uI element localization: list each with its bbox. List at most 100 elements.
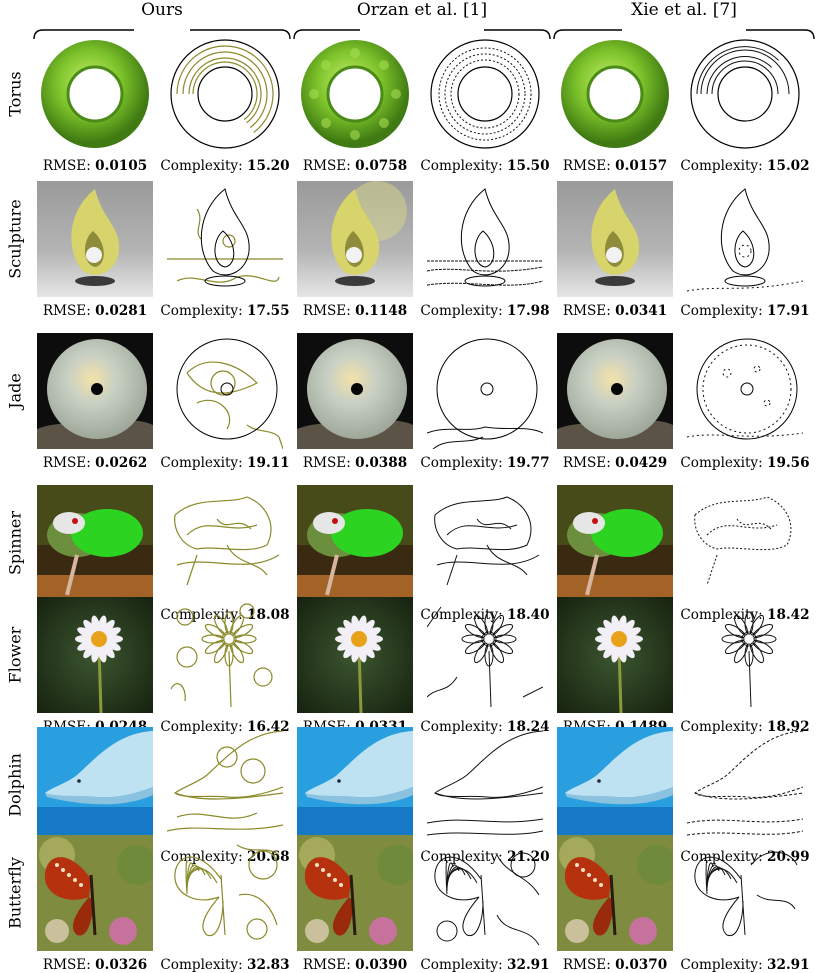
rmse-value: RMSE: 0.0390 bbox=[290, 957, 420, 973]
complexity-number: 20.99 bbox=[767, 849, 810, 865]
result-image bbox=[37, 835, 153, 951]
brace-icon bbox=[293, 29, 551, 40]
result-image bbox=[37, 485, 153, 601]
rmse-label: RMSE: bbox=[562, 455, 611, 471]
method-header: Orzan et al. [1] bbox=[293, 0, 551, 40]
rmse-label: RMSE: bbox=[302, 158, 351, 174]
complexity-label: Complexity: bbox=[160, 303, 243, 319]
row-label: Butterfly bbox=[2, 835, 28, 951]
curve-drawing bbox=[687, 485, 803, 601]
rmse-value: RMSE: 0.1148 bbox=[290, 303, 420, 319]
row-label-text: Jade bbox=[5, 373, 25, 409]
rmse-label: RMSE: bbox=[42, 455, 91, 471]
rmse-number: 0.0157 bbox=[615, 158, 668, 174]
row-label: Dolphin bbox=[2, 727, 28, 843]
result-image bbox=[557, 333, 673, 449]
complexity-label: Complexity: bbox=[680, 158, 763, 174]
result-image bbox=[37, 181, 153, 297]
complexity-label: Complexity: bbox=[160, 158, 243, 174]
result-image bbox=[297, 835, 413, 951]
result-image bbox=[557, 36, 673, 152]
result-image bbox=[557, 485, 673, 601]
complexity-number: 21.20 bbox=[507, 849, 550, 865]
complexity-number: 19.77 bbox=[507, 455, 550, 471]
curve-drawing bbox=[167, 485, 283, 601]
complexity-label: Complexity: bbox=[160, 957, 243, 973]
curve-drawing bbox=[167, 181, 283, 297]
result-image bbox=[297, 333, 413, 449]
complexity-label: Complexity: bbox=[420, 455, 503, 471]
result-image bbox=[557, 835, 673, 951]
result-image bbox=[297, 485, 413, 601]
rmse-number: 0.0370 bbox=[615, 957, 668, 973]
complexity-number: 18.40 bbox=[507, 607, 550, 623]
rmse-value: RMSE: 0.0758 bbox=[290, 158, 420, 174]
row-label-text: Butterfly bbox=[5, 857, 25, 929]
brace-icon bbox=[553, 29, 815, 40]
brace-icon bbox=[33, 29, 291, 40]
row-label: Torus bbox=[2, 36, 28, 152]
complexity-number: 15.20 bbox=[247, 158, 290, 174]
row-label: Jade bbox=[2, 333, 28, 449]
complexity-value: Complexity: 15.50 bbox=[420, 158, 550, 174]
rmse-number: 0.0429 bbox=[615, 455, 668, 471]
row-label-text: Torus bbox=[5, 71, 25, 117]
complexity-number: 18.08 bbox=[247, 607, 290, 623]
rmse-value: RMSE: 0.0281 bbox=[30, 303, 160, 319]
curve-drawing bbox=[167, 835, 283, 951]
curve-drawing bbox=[427, 835, 543, 951]
complexity-number: 17.91 bbox=[767, 303, 810, 319]
curve-drawing bbox=[427, 727, 543, 843]
curve-drawing bbox=[167, 727, 283, 843]
rmse-label: RMSE: bbox=[302, 303, 351, 319]
rmse-number: 0.0388 bbox=[355, 455, 408, 471]
result-image bbox=[37, 36, 153, 152]
rmse-label: RMSE: bbox=[562, 158, 611, 174]
curve-drawing bbox=[427, 485, 543, 601]
complexity-number: 17.55 bbox=[247, 303, 290, 319]
curve-drawing bbox=[167, 36, 283, 152]
complexity-number: 15.50 bbox=[507, 158, 550, 174]
method-label: Xie et al. [7] bbox=[631, 0, 737, 20]
complexity-number: 15.02 bbox=[767, 158, 810, 174]
curve-drawing bbox=[687, 727, 803, 843]
method-header: Ours bbox=[33, 0, 291, 40]
rmse-label: RMSE: bbox=[302, 455, 351, 471]
complexity-label: Complexity: bbox=[420, 719, 503, 735]
rmse-label: RMSE: bbox=[42, 303, 91, 319]
rmse-value: RMSE: 0.0262 bbox=[30, 455, 160, 471]
rmse-number: 0.1148 bbox=[355, 303, 408, 319]
complexity-value: Complexity: 15.20 bbox=[160, 158, 290, 174]
row-label: Flower bbox=[2, 597, 28, 713]
row-label-text: Sculpture bbox=[5, 199, 25, 279]
complexity-label: Complexity: bbox=[420, 303, 503, 319]
complexity-label: Complexity: bbox=[160, 719, 243, 735]
complexity-number: 20.68 bbox=[247, 849, 290, 865]
method-header: Xie et al. [7] bbox=[553, 0, 815, 40]
complexity-label: Complexity: bbox=[420, 158, 503, 174]
rmse-number: 0.0758 bbox=[355, 158, 408, 174]
complexity-number: 18.92 bbox=[767, 719, 810, 735]
row-label-text: Spinner bbox=[5, 510, 25, 576]
result-image bbox=[557, 727, 673, 843]
rmse-value: RMSE: 0.0429 bbox=[550, 455, 680, 471]
complexity-value: Complexity: 17.55 bbox=[160, 303, 290, 319]
complexity-number: 32.91 bbox=[507, 957, 550, 973]
rmse-number: 0.0105 bbox=[95, 158, 148, 174]
complexity-value: Complexity: 17.98 bbox=[420, 303, 550, 319]
rmse-label: RMSE: bbox=[42, 158, 91, 174]
result-image bbox=[37, 727, 153, 843]
rmse-value: RMSE: 0.0326 bbox=[30, 957, 160, 973]
complexity-value: Complexity: 17.91 bbox=[680, 303, 810, 319]
rmse-value: RMSE: 0.0341 bbox=[550, 303, 680, 319]
rmse-number: 0.0341 bbox=[615, 303, 668, 319]
rmse-number: 0.0281 bbox=[95, 303, 148, 319]
rmse-number: 0.0262 bbox=[95, 455, 148, 471]
rmse-number: 0.0326 bbox=[95, 957, 148, 973]
complexity-number: 19.11 bbox=[247, 455, 290, 471]
method-label: Ours bbox=[141, 0, 183, 20]
complexity-number: 17.98 bbox=[507, 303, 550, 319]
rmse-number: 0.0390 bbox=[355, 957, 408, 973]
curve-drawing bbox=[687, 597, 803, 713]
complexity-value: Complexity: 15.02 bbox=[680, 158, 810, 174]
